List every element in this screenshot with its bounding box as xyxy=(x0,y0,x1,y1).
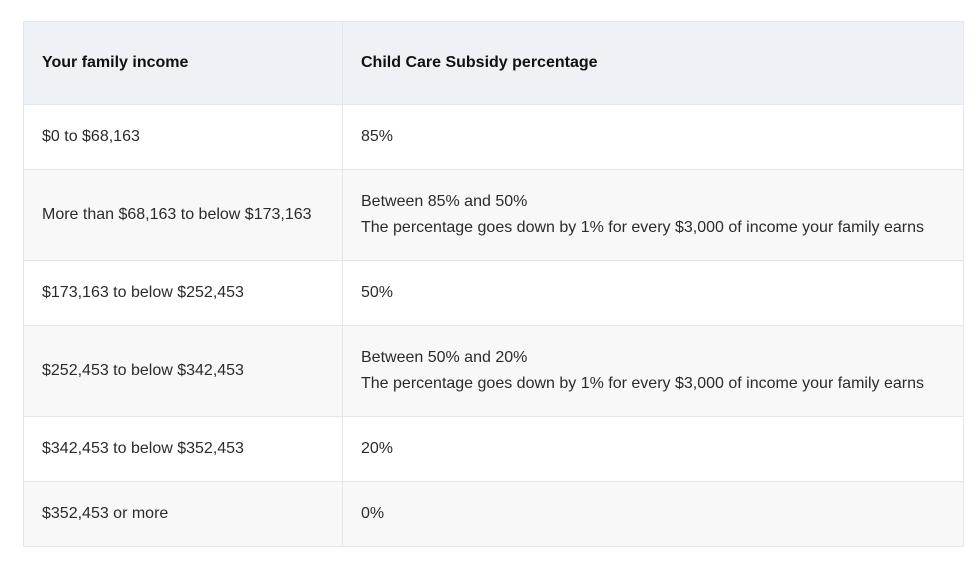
percentage-value: 50% xyxy=(361,284,394,301)
subsidy-table-container: Your family income Child Care Subsidy pe… xyxy=(23,21,964,547)
percentage-cell: Between 50% and 20% The percentage goes … xyxy=(342,325,964,417)
income-cell: $0 to $68,163 xyxy=(23,104,343,170)
table-row: $252,453 to below $342,453 Between 50% a… xyxy=(23,325,964,417)
header-subsidy-percentage: Child Care Subsidy percentage xyxy=(342,21,964,105)
table-row: $352,453 or more 0% xyxy=(23,481,964,547)
table-row: $342,453 to below $352,453 20% xyxy=(23,416,964,482)
percentage-value: Between 50% and 20% xyxy=(361,349,528,366)
table-row: More than $68,163 to below $173,163 Betw… xyxy=(23,169,964,261)
percentage-note: The percentage goes down by 1% for every… xyxy=(361,375,924,392)
income-cell: $342,453 to below $352,453 xyxy=(23,416,343,482)
percentage-cell: 50% xyxy=(342,260,964,326)
header-family-income: Your family income xyxy=(23,21,343,105)
table-row: $173,163 to below $252,453 50% xyxy=(23,260,964,326)
table-row: $0 to $68,163 85% xyxy=(23,104,964,170)
income-cell: $173,163 to below $252,453 xyxy=(23,260,343,326)
percentage-cell: Between 85% and 50% The percentage goes … xyxy=(342,169,964,261)
income-cell: More than $68,163 to below $173,163 xyxy=(23,169,343,261)
percentage-value: 0% xyxy=(361,505,385,522)
table-header-row: Your family income Child Care Subsidy pe… xyxy=(23,21,964,105)
percentage-cell: 20% xyxy=(342,416,964,482)
percentage-value: Between 85% and 50% xyxy=(361,193,528,210)
percentage-cell: 0% xyxy=(342,481,964,547)
percentage-value: 85% xyxy=(361,128,394,145)
subsidy-table: Your family income Child Care Subsidy pe… xyxy=(23,21,964,547)
income-cell: $352,453 or more xyxy=(23,481,343,547)
percentage-cell: 85% xyxy=(342,104,964,170)
income-cell: $252,453 to below $342,453 xyxy=(23,325,343,417)
percentage-value: 20% xyxy=(361,440,394,457)
percentage-note: The percentage goes down by 1% for every… xyxy=(361,219,924,236)
